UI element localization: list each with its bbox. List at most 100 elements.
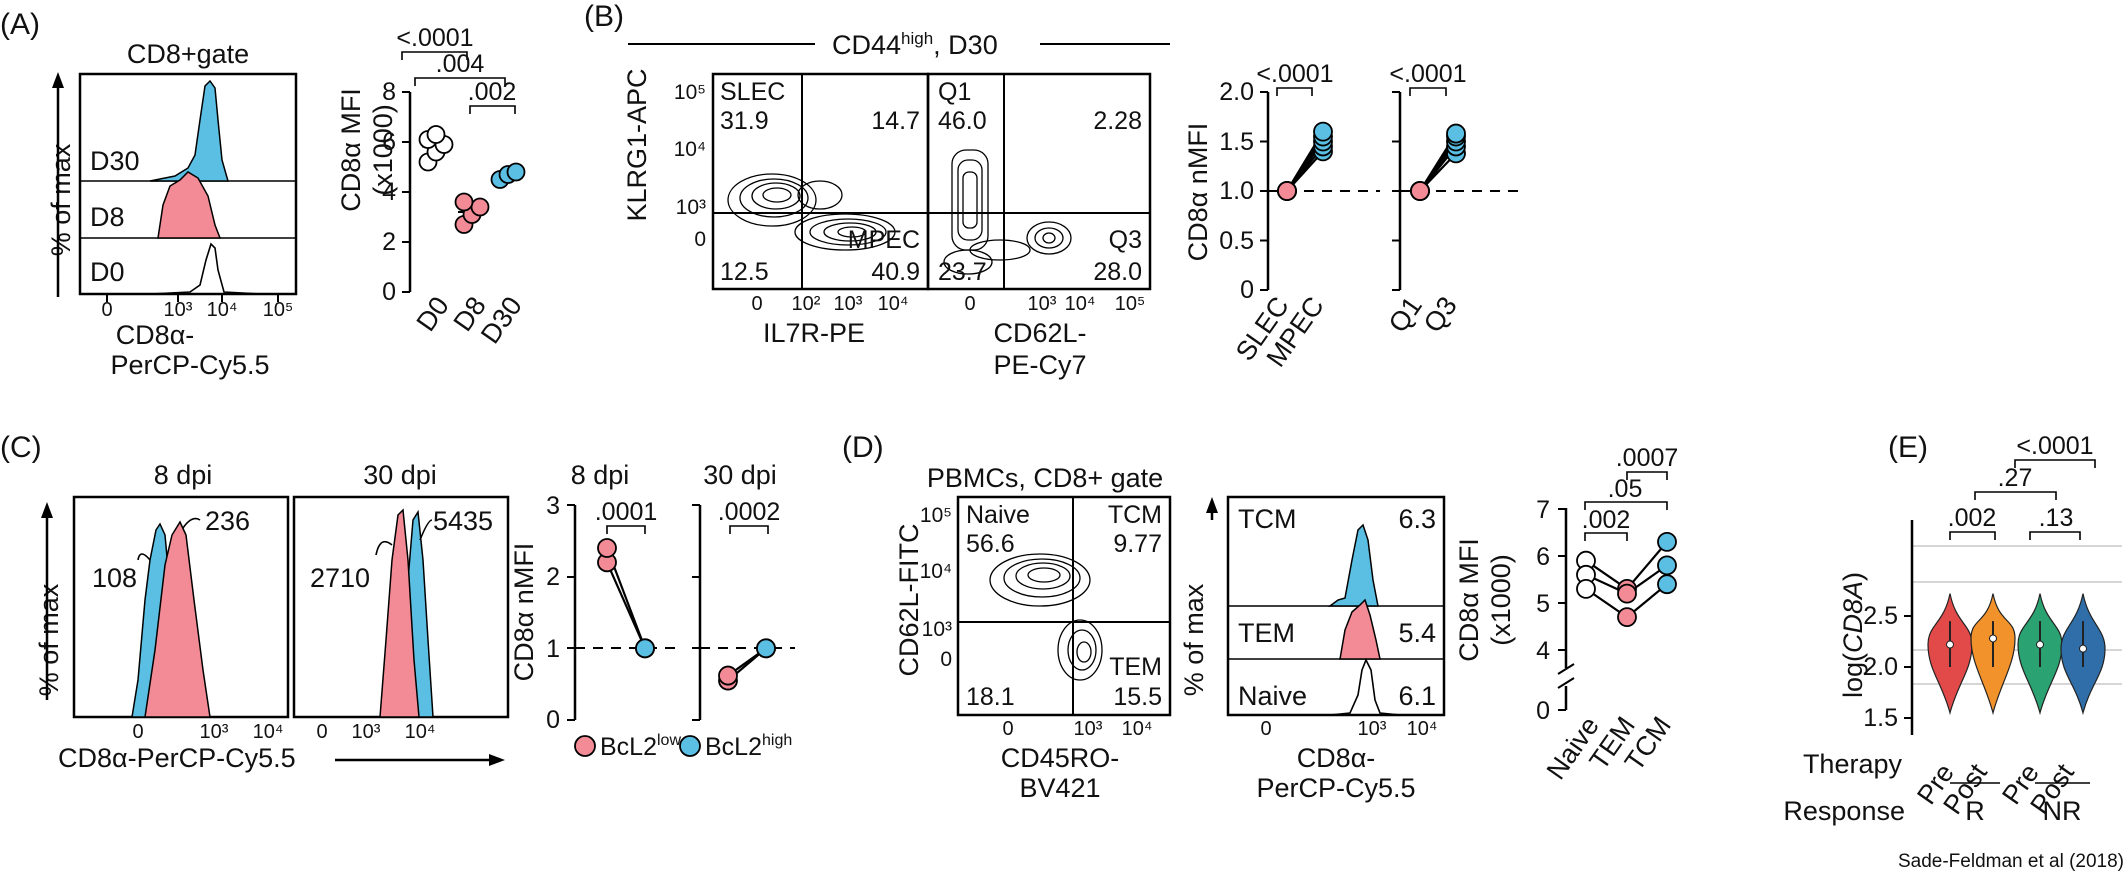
panel-b-p2-lr-name: Q3 [1109,226,1142,254]
panel-d-hist-x-tick: 10⁴ [1407,718,1438,740]
panel-e-pval-1: .002 [1948,504,1997,532]
panel-b-p2-x-label-2: PE-Cy7 [993,350,1086,380]
panel-a-x-tick-label: 10⁵ [263,299,294,321]
panel-e-pval-2: .27 [1998,464,2033,492]
banner-post: , D30 [933,30,998,60]
panel-b-y-tick-label: 10⁴ [674,138,706,161]
panel-c-hist1-pointer-1 [137,553,151,561]
panel-b-p1-x-tick: 10⁴ [878,293,909,315]
panel-c-legend-low: BcL2low [600,732,681,761]
panel-b-p2-ul-name: Q1 [938,78,971,106]
panel-a-row-d8: D8 [90,202,125,232]
panel-c: (C) 8 dpi 30 dpi % of max 108 236 2710 5… [0,431,795,773]
panel-c-h1-x-tick: 0 [132,721,143,743]
panel-e-bracket-1 [1949,531,1996,540]
panel-c-nmfi-y-tick-label: 0 [546,706,560,734]
panel-d-hist-y-label: % of max [1179,583,1209,696]
panel-e-response-nr: NR [2043,796,2082,826]
panel-d-q-ur-val: 9.77 [1113,530,1162,558]
panel-b-p2-ul-val: 46.0 [938,107,987,135]
panel-c-y-arrowhead [41,502,53,518]
panel-d-q-ul-val: 56.6 [966,530,1015,558]
data-point [1657,555,1677,576]
panel-c-hist1-val-1: 108 [92,563,137,593]
panel-b-p2-x-tick: 10⁴ [1065,293,1096,315]
panel-a-mfi-y-tick-label: 6 [382,128,396,156]
panel-a-mfi-x-label: D30 [475,291,528,349]
panel-d-q-ur-name: TCM [1108,501,1162,529]
panel-a-x-tick-label: 0 [101,299,112,321]
data-point [426,125,446,144]
panel-b-y-tick-label: 10⁵ [674,81,706,104]
panel-c-pval-1: .0001 [595,498,658,526]
panel-d-q-lr-val: 15.5 [1113,683,1162,711]
panel-a-x-label-2: PerCP-Cy5.5 [110,350,269,380]
panel-b-y-tick-label: 0 [694,228,706,251]
panel-b-nmfi-y-tick-label: 0 [1240,276,1254,304]
panel-d-hist-x-tick: 10³ [1358,718,1387,740]
panel-d-mfi-y-tick-label: 5 [1536,590,1550,618]
panel-c-hist2-pointer-2 [419,519,433,541]
panel-a-row-d0: D0 [90,257,125,287]
panel-d-x-label-1: CD45RO- [1001,743,1120,773]
panel-c-title-1: 8 dpi [154,460,213,490]
panel-d-mfi-axis-break-1 [1557,663,1575,675]
panel-b-plot2-contours [943,149,1072,275]
legend-high-pre: BcL2 [705,733,762,761]
data-point [1576,579,1596,599]
panel-b-nmfi-y-tick-label: 0.5 [1219,227,1254,255]
panel-d-x-label-2: BV421 [1019,773,1100,803]
panel-c-legend-low-swatch [574,735,596,757]
panel-c-hist2-pink [379,508,420,718]
panel-b-p1-ur-val: 14.7 [871,107,920,135]
panel-b-bracket-1 [1276,87,1313,96]
panel-b-p1-ll-val: 12.5 [720,258,769,286]
panel-e-violins [1927,593,2106,716]
e-y-it: CD8A [1838,581,1868,653]
panel-a-mfi-y-tick-label: 8 [382,78,396,106]
panel-d-title: PBMCs, CD8+ gate [927,463,1163,493]
panel-b-p2-lr-val: 28.0 [1093,258,1142,286]
panel-c-h1-x-tick: 10⁴ [253,721,284,743]
data-point [1313,121,1333,142]
panel-d-hist-row-name: TCM [1238,504,1296,534]
panel-d-mfi-y-label-1: CD8α MFI [1454,538,1484,662]
panel-d-q-ul-name: Naive [966,501,1030,529]
panel-e-bracket-4 [2014,459,2096,468]
data-point [1657,532,1677,552]
panel-d-y-tick-label: 0 [940,648,952,671]
credit: Sade-Feldman et al (2018) [1898,851,2124,872]
data-point [756,638,776,659]
panel-c-h2-x-tick: 10³ [352,721,381,743]
panel-c-hist2-pointer-1 [375,540,393,556]
panel-d-hist-arrowhead [1206,497,1218,513]
panel-a-y-label: % of max [46,143,76,256]
panel-b-p2-x-tick: 10⁵ [1115,293,1146,315]
panel-c-y-label: % of max [34,583,64,696]
panel-d-pval-3: .0007 [1616,444,1679,472]
data-point [1410,181,1430,201]
panel-b-bracket-2 [1409,87,1447,96]
panel-c-hist1-val-2: 236 [205,506,250,536]
panel-c-hist2-val-2: 5435 [433,506,493,536]
panel-d-mfi-y-tick-label: 4 [1536,637,1550,665]
panel-a-y-arrowhead [52,72,64,88]
panel-b-p1-lr-name: MPEC [848,226,920,254]
panel-e-label: (E) [1888,431,1928,464]
data-point [718,665,738,686]
data-point [506,162,526,182]
panel-d-pval-1: .002 [1582,506,1631,534]
panel-d-x-tick-label: 0 [1002,718,1013,740]
panel-e-y-label: log(CD8A) [1838,572,1868,698]
panel-c-nmfi-y-tick-label: 2 [546,563,560,591]
panel-d-contours [989,553,1103,681]
e-y-post: ) [1838,572,1868,581]
panel-a-label: (A) [0,8,40,41]
panel-d-mfi-y-tick-label: 6 [1536,543,1550,571]
panel-b-p2-ll-val: 23.7 [938,258,987,286]
panel-d-bracket-1 [1584,532,1628,541]
panel-d-x-tick-label: 10⁴ [1122,718,1153,740]
panel-b-p1-x-tick: 10³ [834,293,863,315]
data-point [635,638,655,659]
